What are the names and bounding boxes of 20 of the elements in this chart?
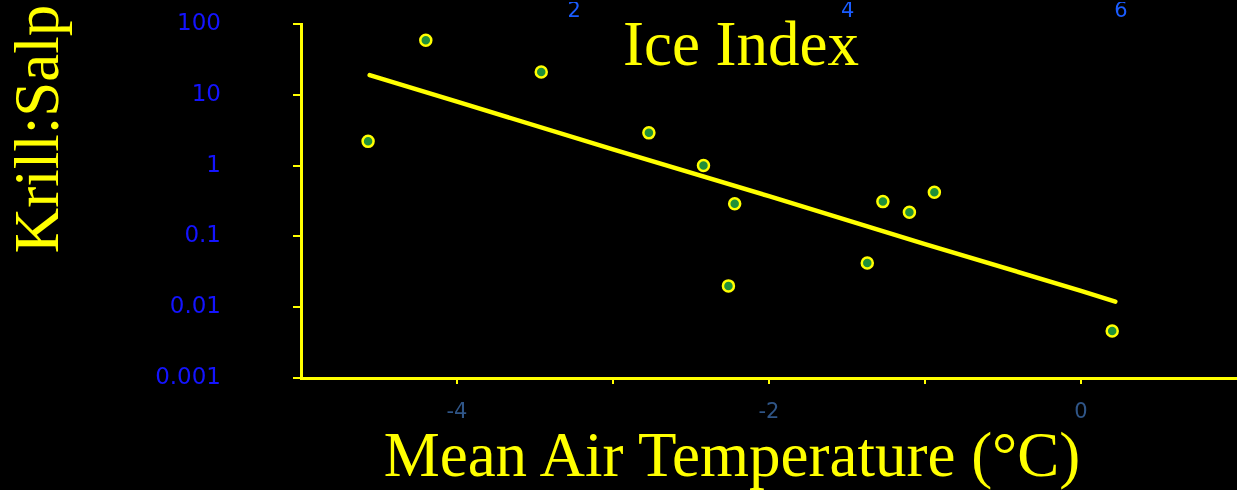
point [642, 126, 656, 140]
point [1105, 324, 1119, 338]
point [902, 205, 917, 219]
y-tick-label: 100 [177, 8, 221, 35]
point [419, 33, 433, 47]
y-tick-label: 10 [191, 79, 221, 106]
x2-tick-label: 4 [840, 0, 855, 22]
point [696, 158, 711, 173]
point [534, 65, 548, 79]
y-tick-label: 0.1 [184, 221, 221, 248]
y-axis-title: Krill:Salp [1, 4, 72, 254]
point [361, 134, 375, 149]
point [727, 196, 742, 211]
y-tick-label: 1 [206, 150, 221, 177]
point [721, 279, 736, 293]
y-tick-label: 0.01 [169, 292, 221, 319]
y-tick-label: 0.001 [155, 362, 221, 389]
point [876, 194, 890, 209]
point [927, 185, 942, 200]
point [860, 256, 875, 270]
